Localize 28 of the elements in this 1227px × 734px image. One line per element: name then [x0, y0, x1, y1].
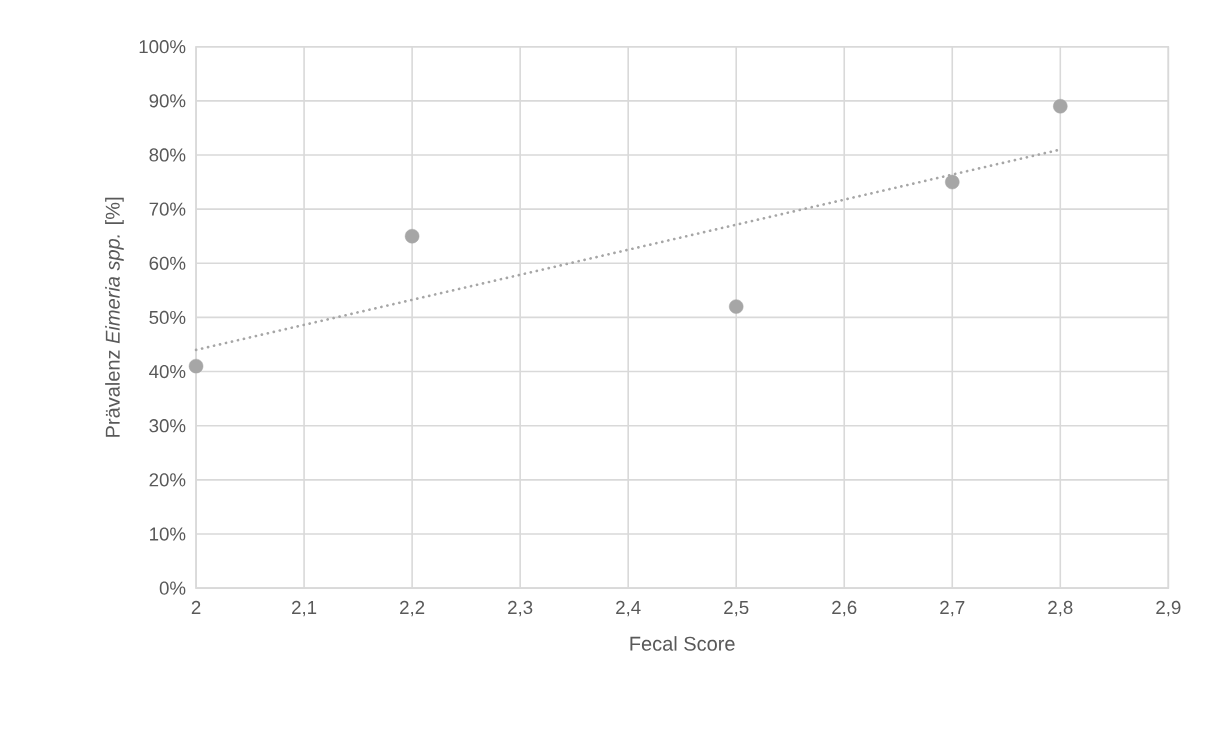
point	[188, 359, 204, 374]
y-tick-label: 30%	[149, 419, 186, 433]
x-tick-label: 2	[191, 601, 201, 615]
y-tick-label: 0%	[159, 581, 186, 596]
y-tick-label: 40%	[149, 365, 186, 379]
y-tick-label: 70%	[149, 202, 186, 216]
x-axis-title: Fecal Score	[630, 636, 735, 652]
y-tick-label: 50%	[149, 311, 186, 325]
x-tick-label: 2,2	[400, 601, 425, 617]
y-tick-label: 20%	[149, 473, 186, 487]
point	[729, 299, 744, 315]
x-tick-label: 2,6	[832, 601, 857, 617]
x-tick-label: 2,3	[508, 601, 533, 617]
point	[945, 175, 960, 190]
x-tick-label: 2,1	[292, 601, 317, 617]
point	[1053, 99, 1068, 114]
y-tick-label: 60%	[149, 256, 186, 271]
x-tick-label: 2,9	[1156, 601, 1181, 617]
y-tick-label: 100%	[139, 40, 186, 54]
y-tick-label: 80%	[149, 148, 186, 162]
y-axis-title: Prävalenz Eimeria spp. [%]	[105, 198, 124, 438]
point	[404, 229, 420, 244]
x-tick-label: 2,4	[616, 601, 641, 617]
y-tick-label: 10%	[150, 527, 186, 541]
x-tick-label: 2,7	[940, 601, 965, 617]
y-tick-label: 90%	[149, 94, 186, 108]
x-tick-label: 2,8	[1048, 601, 1073, 617]
x-tick-label: 2,5	[724, 601, 749, 617]
